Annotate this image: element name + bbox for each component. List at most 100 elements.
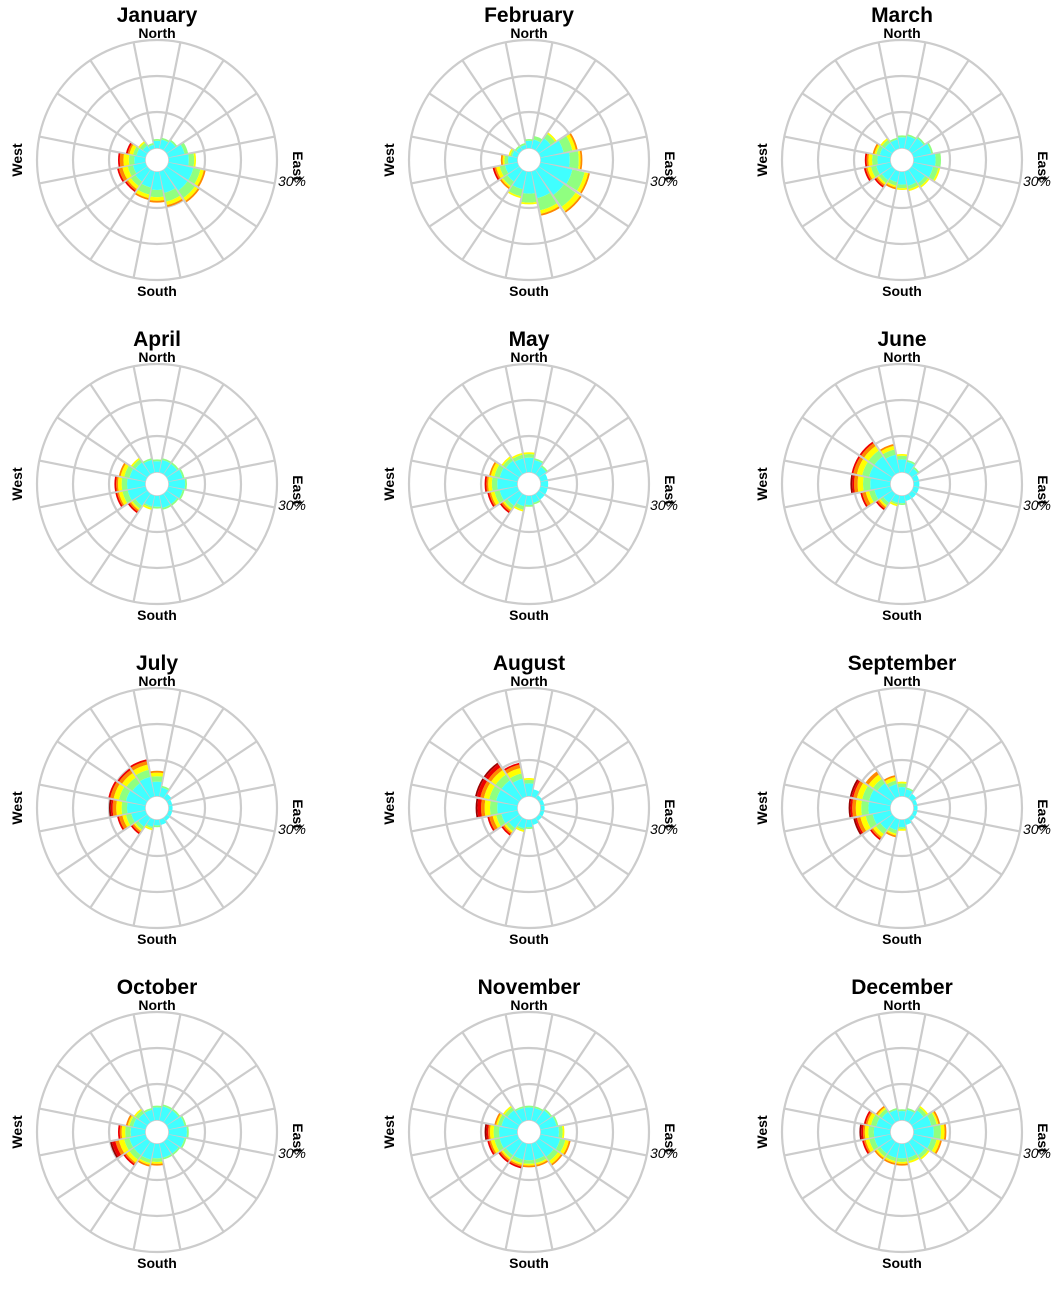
wind-rose-march: March North South West East 30% (745, 0, 1054, 318)
grid-rings (780, 686, 1024, 930)
rose-bar-segment (130, 501, 140, 511)
rose-bar-segment (167, 1116, 185, 1130)
rose-bar-segment (868, 1126, 875, 1138)
grid-spoke (784, 161, 891, 185)
rose-bar-segment (525, 504, 533, 507)
rose-bar-segment (908, 138, 924, 154)
rose-bar-segment (861, 443, 876, 458)
rose-bar-segment (502, 457, 513, 468)
center-ring (144, 1119, 170, 1145)
grid-spoke (166, 740, 258, 803)
grid-spoke (538, 489, 630, 552)
rose-bar-segment (509, 185, 523, 197)
rose-bar-segment (163, 793, 172, 802)
rose-bar-segment (913, 154, 936, 166)
rose-bar-segment (531, 1107, 543, 1122)
grid-spoke (907, 817, 970, 909)
rose-bar-segment (561, 192, 581, 212)
rose-bar-segment (882, 449, 896, 459)
rose-bar-segment (883, 1158, 896, 1165)
rose-bar-segment (484, 800, 491, 816)
rose-bar-segment (885, 831, 896, 838)
rose-bar-segment (863, 168, 871, 181)
rose-bar-segment (904, 1142, 917, 1158)
grid-rings (35, 38, 279, 282)
rose-bar-segment (531, 170, 550, 199)
grid-spoke (538, 92, 630, 155)
rose-bar-segment (136, 769, 151, 782)
east-label: East (1035, 1123, 1051, 1153)
east-label: East (290, 151, 306, 181)
rose-bar-segment (122, 490, 132, 504)
rose-bar-segment (149, 200, 165, 203)
rose-bar-segment (138, 814, 151, 827)
rose-bar-segment (143, 459, 155, 474)
rose-bar-segment (150, 189, 164, 198)
grid-rings (407, 362, 651, 606)
rose-bars (492, 132, 590, 216)
grid-spoke (903, 42, 927, 149)
north-label: North (883, 997, 920, 1013)
rose-bar-segment (533, 135, 543, 143)
rose-bars (484, 1105, 571, 1169)
grid-spoke (504, 42, 528, 149)
rose-bar-segment (912, 1134, 932, 1149)
rose-bar-segment (885, 183, 896, 190)
rose-bar-segment (130, 759, 147, 768)
grid-spoke (913, 459, 1020, 483)
rose-bar-segment (117, 492, 125, 506)
rose-bar-segment (862, 786, 874, 801)
rose-bar-segment (525, 139, 533, 142)
rose-bar-segment (144, 825, 153, 831)
grid-spoke (132, 690, 156, 797)
rose-bar-segment (483, 783, 495, 800)
rose-bar-segment (539, 1134, 561, 1150)
rose-bar-segment (502, 501, 512, 511)
grid-ring (443, 74, 615, 246)
rose-bar-segment (135, 192, 149, 200)
rose-bar-segment (141, 1142, 155, 1160)
panel-title: March (871, 4, 933, 27)
rose-bar-segment (877, 155, 891, 165)
grid-spoke (834, 169, 897, 261)
rose-bar-segment (933, 1125, 942, 1139)
grid-spoke (168, 161, 275, 185)
panel-title: August (493, 652, 565, 675)
rose-bar-segment (862, 492, 871, 506)
grid-ring (35, 1010, 279, 1254)
panel-title: July (136, 652, 178, 675)
west-label: West (754, 143, 770, 177)
rose-bar-segment (504, 762, 520, 771)
rose-bar-segment (132, 1118, 147, 1130)
rose-bar-segment (118, 463, 126, 476)
rose-bar-segment (505, 822, 515, 832)
rose-bar-segment (130, 1127, 146, 1137)
grid-spoke (903, 690, 927, 797)
rose-bar-segment (502, 825, 512, 835)
grid-spoke (168, 135, 275, 159)
grid-spoke (534, 493, 597, 585)
grid-spoke (461, 1031, 524, 1123)
rose-bar-segment (935, 153, 942, 167)
rose-bar-segment (132, 783, 151, 802)
rose-bar-segment (117, 768, 131, 782)
rose-bar-segment (488, 1124, 491, 1140)
rose-bar-segment (943, 1124, 947, 1140)
rose-bar-segment (535, 1110, 551, 1126)
rose-bar-segment (897, 171, 907, 185)
rose-bar-segment (496, 789, 519, 806)
rose-bar-segment (890, 139, 900, 150)
grid-ring (35, 38, 279, 282)
wind-rose-january: January North South West East 30% (0, 0, 351, 318)
grid-spoke (168, 1133, 275, 1157)
rose-bar-segment (508, 156, 518, 164)
rose-bar-segment (184, 478, 187, 490)
rose-bar-segment (168, 154, 189, 166)
rose-bar-segment (489, 1125, 495, 1139)
rose-bar-segment (887, 179, 898, 186)
rose-bar-segment (898, 137, 906, 149)
rose-bar-segment (934, 1140, 942, 1154)
rose-bar-segment (128, 155, 135, 165)
rose-bar-segment (111, 1141, 122, 1157)
